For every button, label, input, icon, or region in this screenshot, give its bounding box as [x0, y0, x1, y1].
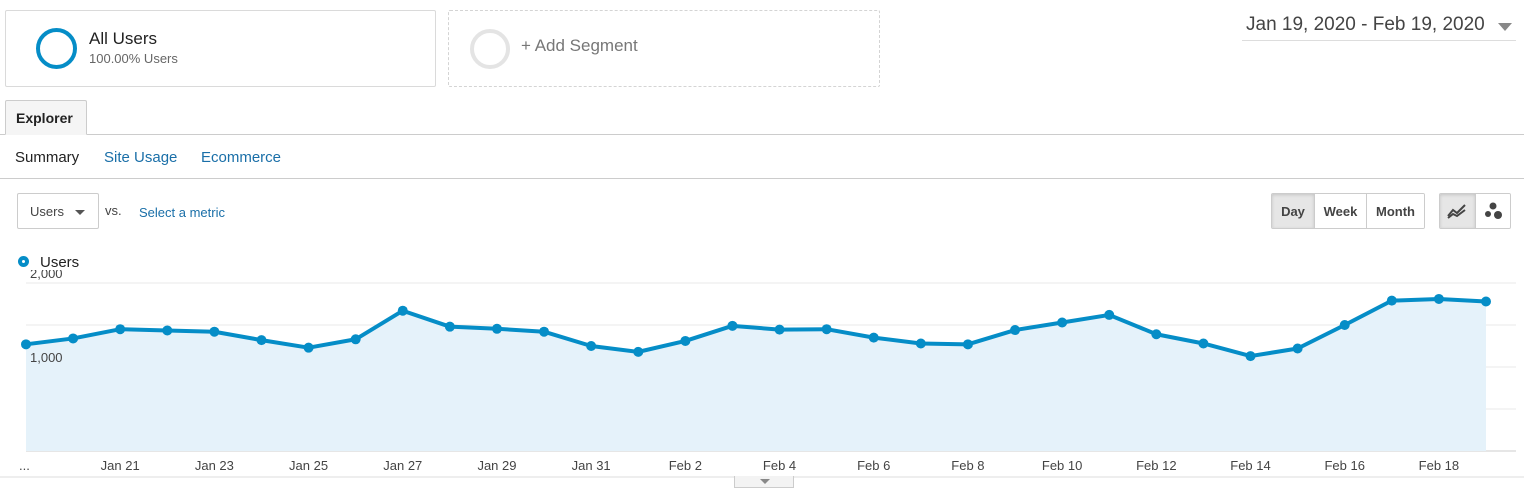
users-chart: 2,000 1,000... Jan 21 Jan 23 Jan 25 Jan 27 Jan… [0, 270, 1524, 478]
line-chart-icon [1447, 204, 1466, 219]
period-toggle: Day Week Month [1271, 193, 1425, 229]
data-point [680, 335, 691, 346]
period-month-button[interactable]: Month [1367, 194, 1424, 228]
y-tick-label: 2,000 [30, 270, 63, 281]
data-point [209, 326, 220, 337]
x-tick-label: Feb 10 [1042, 458, 1082, 473]
tab-explorer-label: Explorer [16, 110, 73, 126]
data-point [1481, 296, 1491, 307]
data-point [1057, 317, 1068, 328]
data-point [586, 341, 597, 351]
x-tick-label: Feb 2 [669, 458, 702, 473]
data-point [1433, 293, 1444, 304]
period-week-button[interactable]: Week [1315, 194, 1367, 228]
area-fill [26, 298, 1486, 451]
x-tick-label: Feb 18 [1419, 458, 1459, 473]
x-tick-label: Jan 31 [572, 458, 611, 473]
data-point [68, 333, 79, 344]
subtab-site-usage[interactable]: Site Usage [104, 149, 178, 166]
data-point [539, 326, 550, 337]
metric-dropdown-value: Users [30, 204, 64, 219]
data-point [915, 338, 926, 349]
data-point [633, 346, 644, 357]
segment-all-users[interactable]: All Users 100.00% Users [5, 10, 436, 87]
data-point [115, 324, 126, 335]
metric-dropdown[interactable]: Users [17, 193, 99, 229]
tab-divider [0, 134, 1524, 135]
x-tick-label: Jan 21 [101, 458, 140, 473]
chart-collapse-handle[interactable] [734, 476, 794, 488]
x-tick-label: Feb 12 [1136, 458, 1176, 473]
vs-label: vs. [105, 203, 122, 218]
data-point [774, 324, 785, 335]
data-point [162, 325, 173, 336]
tab-explorer[interactable]: Explorer [5, 100, 87, 135]
x-tick-label: Jan 23 [195, 458, 234, 473]
add-segment-label: + Add Segment [521, 36, 638, 55]
data-point [1339, 320, 1350, 330]
data-point [1104, 309, 1115, 320]
bubbles-icon [1484, 202, 1502, 219]
data-point [1010, 325, 1021, 336]
data-point [821, 324, 832, 335]
x-tick-label: Feb 4 [763, 458, 796, 473]
chevron-down-icon [75, 210, 85, 215]
segment-ring-icon [36, 28, 77, 69]
legend-users-icon [18, 256, 29, 267]
data-point [1198, 338, 1209, 349]
x-tick-label: Feb 6 [857, 458, 890, 473]
data-point [1151, 329, 1162, 340]
data-point [350, 334, 361, 345]
segment-name: All Users [89, 29, 158, 48]
legend-users-label: Users [40, 254, 80, 271]
data-point [303, 342, 314, 353]
data-point [1386, 295, 1397, 306]
data-point [962, 339, 973, 350]
data-point [444, 321, 455, 332]
data-point [256, 335, 267, 346]
data-point [1245, 351, 1256, 362]
segment-percentage: 100.00% Users [89, 51, 178, 66]
period-day-button[interactable]: Day [1272, 194, 1315, 228]
series-line-users [25, 296, 1487, 359]
x-tick-label: Jan 29 [477, 458, 516, 473]
caret-down-icon [1498, 23, 1512, 31]
add-segment-ring-icon [470, 29, 510, 69]
data-point [491, 323, 502, 334]
data-point [727, 320, 738, 331]
date-range-picker[interactable]: Jan 19, 2020 - Feb 19, 2020 [1242, 12, 1516, 41]
subtab-ecommerce[interactable]: Ecommerce [201, 149, 282, 166]
date-range-text: Jan 19, 2020 - Feb 19, 2020 [1246, 14, 1485, 35]
x-tick-label: Feb 14 [1230, 458, 1270, 473]
subtab-summary[interactable]: Summary [15, 149, 80, 166]
chart-type-toggle [1439, 193, 1511, 229]
select-metric-link[interactable]: Select a metric [139, 205, 225, 220]
data-point [1292, 343, 1303, 354]
subtab-divider [0, 178, 1524, 179]
data-point [397, 305, 408, 316]
line-chart-button[interactable] [1440, 194, 1476, 228]
data-point [868, 332, 879, 343]
x-tick-label: Jan 25 [289, 458, 328, 473]
x-tick-label: ... [19, 458, 30, 473]
x-tick-label: Jan 27 [383, 458, 422, 473]
data-point [21, 339, 31, 350]
x-tick-label: Feb 16 [1324, 458, 1364, 473]
x-tick-label: Feb 8 [951, 458, 984, 473]
add-segment-button[interactable]: + Add Segment [448, 10, 880, 87]
y-tick-label: 1,000 [30, 350, 63, 365]
motion-chart-button[interactable] [1475, 194, 1510, 228]
